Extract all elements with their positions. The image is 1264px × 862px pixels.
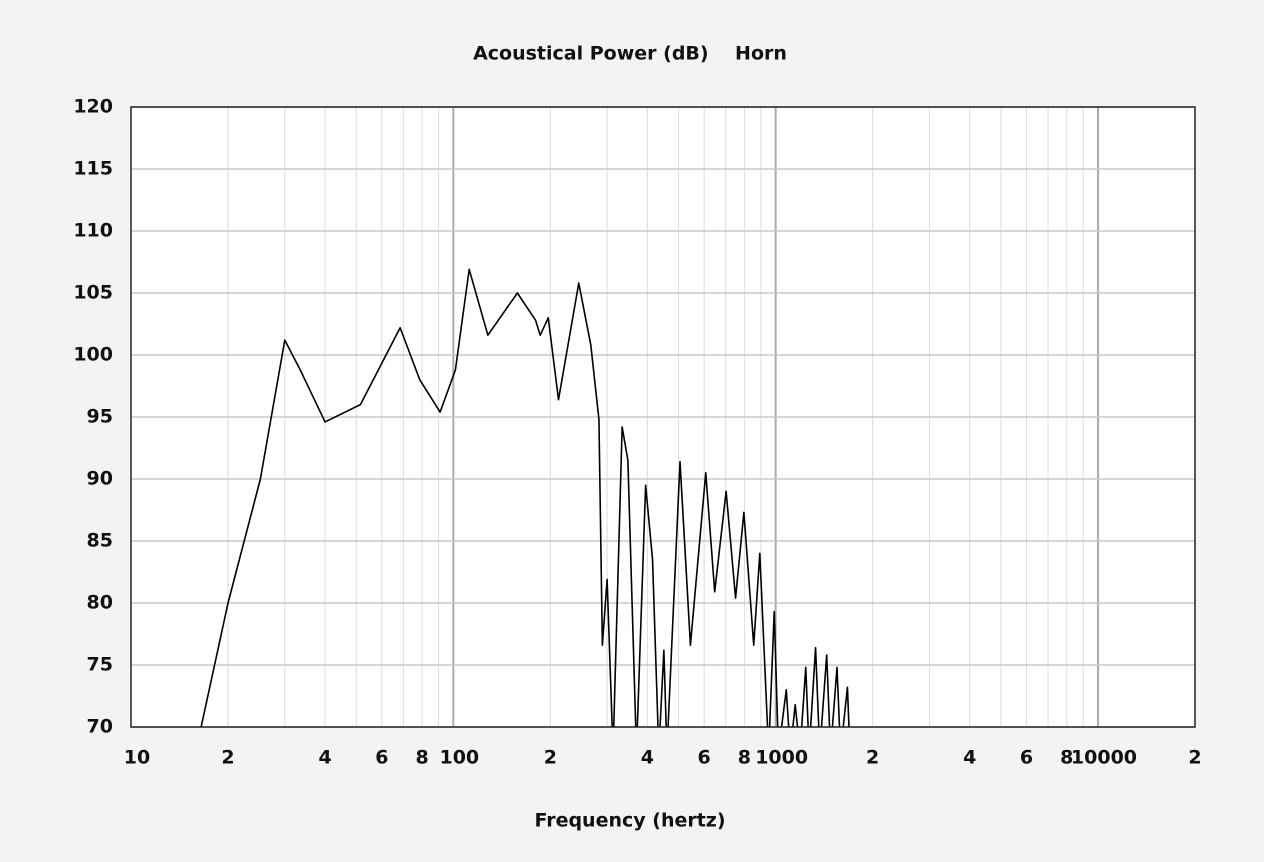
- x-tick-label: 1000: [755, 747, 808, 769]
- y-tick-label: 115: [73, 158, 113, 180]
- y-tick-label: 70: [87, 716, 113, 738]
- y-tick-label: 95: [87, 406, 113, 428]
- x-tick-label: 10000: [1071, 747, 1137, 769]
- x-tick-label: 8: [415, 747, 428, 769]
- plot-frame: [130, 106, 1196, 728]
- x-tick-label: 4: [318, 747, 331, 769]
- y-tick-label: 100: [73, 344, 113, 366]
- y-tick-label: 80: [87, 592, 113, 614]
- y-tick-label: 85: [87, 530, 113, 552]
- x-tick-label: 4: [963, 747, 976, 769]
- x-tick-label: 2: [866, 747, 879, 769]
- x-tick-label: 8: [738, 747, 751, 769]
- x-tick-label: 100: [439, 747, 479, 769]
- y-tick-label: 120: [73, 96, 113, 118]
- x-tick-label: 2: [1188, 747, 1201, 769]
- x-tick-label: 8: [1060, 747, 1073, 769]
- x-tick-label: 6: [375, 747, 388, 769]
- y-tick-label: 75: [87, 654, 113, 676]
- x-tick-label: 2: [544, 747, 557, 769]
- x-tick-label: 6: [1020, 747, 1033, 769]
- y-tick-label: 90: [87, 468, 113, 490]
- chart-title: Acoustical Power (dB) Horn: [473, 43, 787, 65]
- x-tick-label: 4: [641, 747, 654, 769]
- x-axis-label: Frequency (hertz): [534, 810, 725, 832]
- x-tick-label: 6: [698, 747, 711, 769]
- y-tick-label: 105: [73, 282, 113, 304]
- x-tick-label: 2: [221, 747, 234, 769]
- y-tick-label: 110: [73, 220, 113, 242]
- data-line: [200, 268, 850, 727]
- x-tick-label: 10: [124, 747, 150, 769]
